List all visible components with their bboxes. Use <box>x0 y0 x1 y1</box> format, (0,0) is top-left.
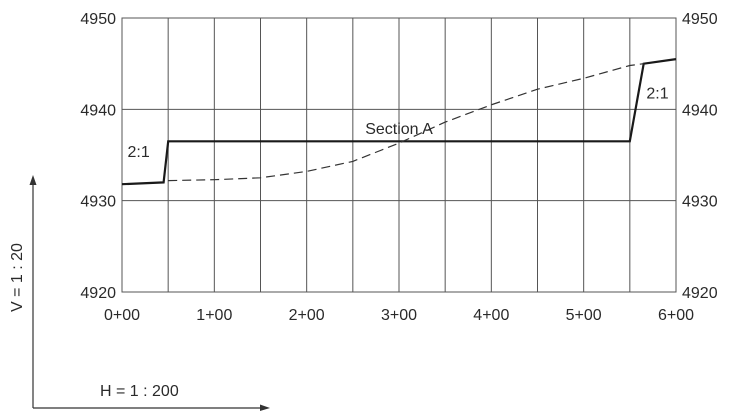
x-tick-label: 6+00 <box>658 307 694 324</box>
series-layer <box>121 58 677 186</box>
x-tick-label: 2+00 <box>289 307 325 324</box>
vertical-scale-arrow-head <box>29 175 37 185</box>
vertical-scale-label: V = 1 : 20 <box>9 243 26 312</box>
horizontal-scale-label: H = 1 : 200 <box>100 383 179 400</box>
x-tick-label: 0+00 <box>104 307 140 324</box>
plot-frame <box>121 17 677 293</box>
y-tick-label-right: 4930 <box>682 194 718 211</box>
y-tick-label-left: 4950 <box>80 11 116 28</box>
y-tick-label-right: 4920 <box>682 285 718 302</box>
annotations: Section A 2:1 2:1 <box>127 85 668 160</box>
annotation-label: 2:1 <box>646 85 668 102</box>
grid-lines <box>121 17 677 293</box>
x-tick-label: 1+00 <box>196 307 232 324</box>
y-tick-label-left: 4930 <box>80 194 116 211</box>
y-tick-label-right: 4950 <box>682 11 718 28</box>
x-tick-label: 4+00 <box>473 307 509 324</box>
horizontal-scale-indicator: H = 1 : 200 <box>33 383 270 411</box>
annotation-label: Section A <box>365 121 433 138</box>
x-tick-label: 5+00 <box>566 307 602 324</box>
y-tick-label-left: 4920 <box>80 285 116 302</box>
existing-ground-line <box>168 63 644 182</box>
y-tick-label-right: 4940 <box>682 102 718 119</box>
vertical-scale-indicator: V = 1 : 20 <box>9 175 37 408</box>
annotation-label: 2:1 <box>127 144 149 161</box>
y-tick-label-left: 4940 <box>80 102 116 119</box>
horizontal-scale-arrow-head <box>260 404 270 411</box>
x-tick-label: 3+00 <box>381 307 417 324</box>
design-section-line <box>121 58 677 186</box>
tick-labels: 0+00 1+00 2+00 3+00 4+00 5+00 6+00 4920 4920 4930… <box>80 11 717 324</box>
